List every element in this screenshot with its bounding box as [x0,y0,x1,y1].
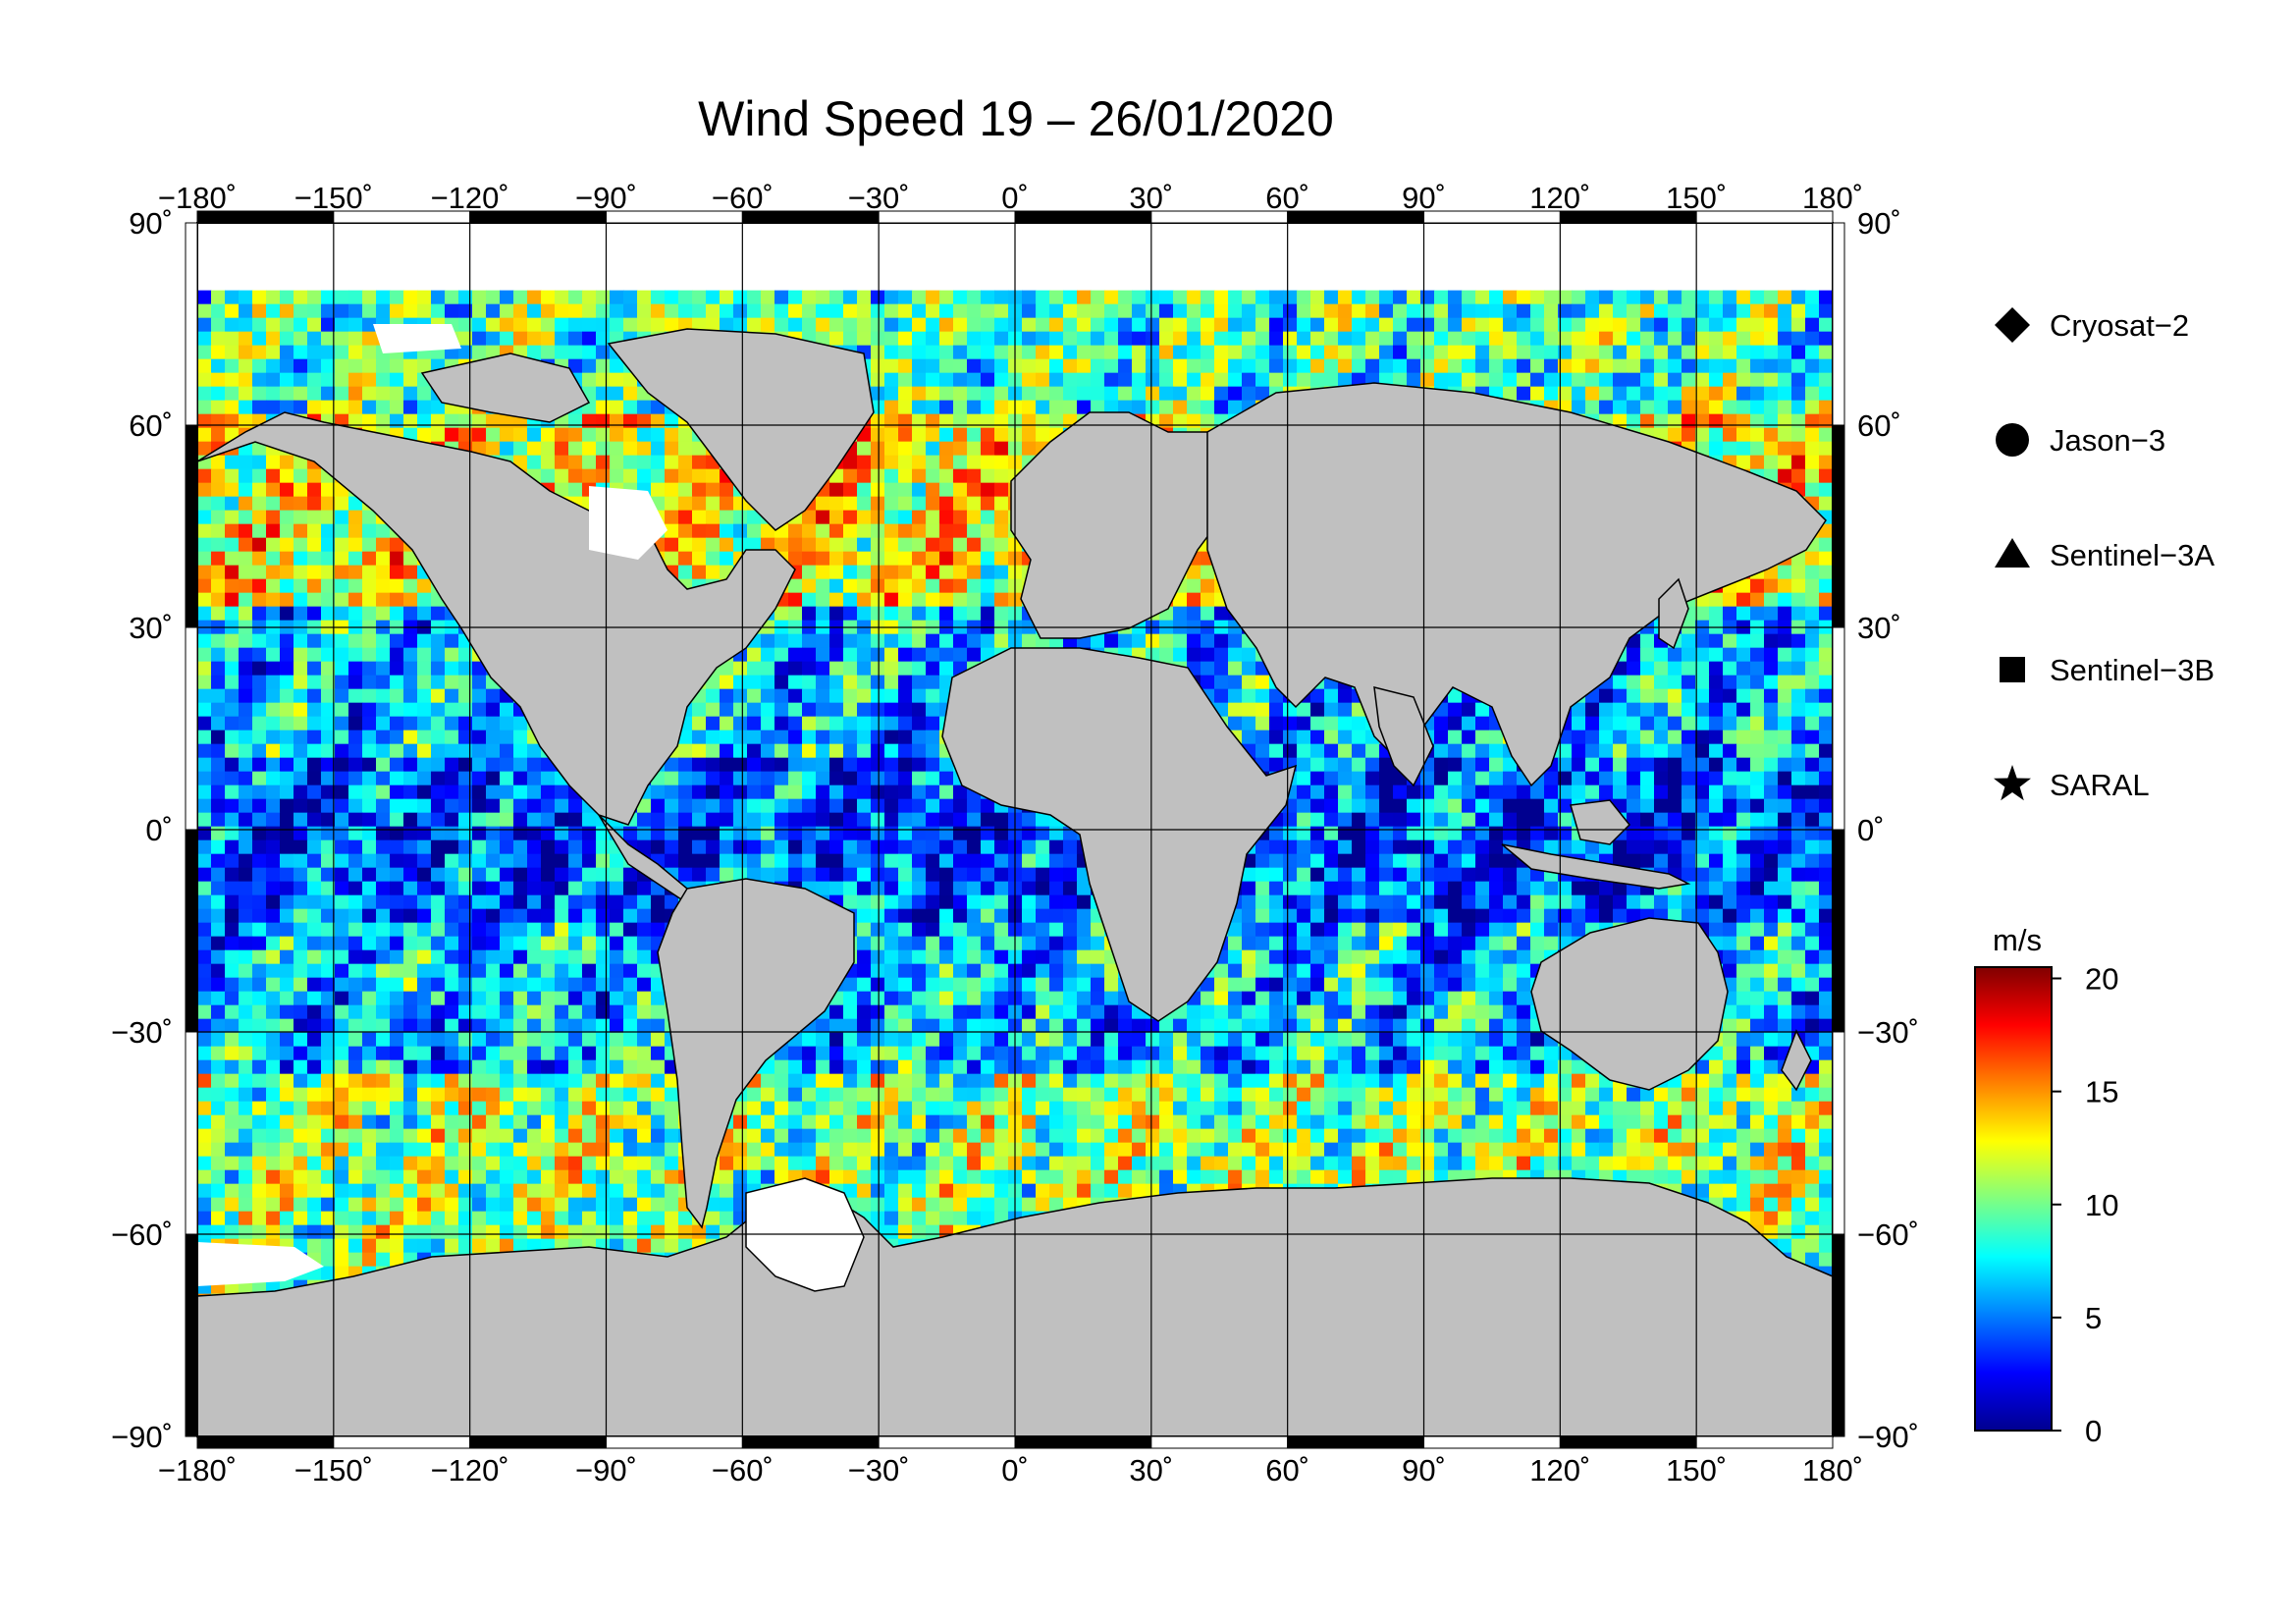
legend-item-label: Cryosat−2 [2050,308,2189,343]
colorbar-tick-label: 5 [2085,1301,2102,1335]
legend-item: Jason−3 [1996,423,2165,458]
lon-tick-label-top: 30˚ [1129,181,1173,215]
page-title: Wind Speed 19 – 26/01/2020 [698,91,1334,146]
colorbar-gradient [1974,966,2053,1432]
new-zealand-islands [1781,1029,1812,1092]
japan-islands [1658,577,1689,650]
lon-tick-label-top: 0˚ [1001,181,1029,215]
diamond-icon [1995,307,2030,343]
ice-north-greenland [373,324,461,353]
colorbar-tick-label: 15 [2085,1075,2118,1109]
lat-tick-label-right: 0˚ [1857,813,1885,847]
lon-tick-label-bottom: 30˚ [1129,1453,1173,1488]
lat-tick-label-left: −60˚ [111,1217,173,1252]
satellite-legend: Cryosat−2 Jason−3 Sentinel−3A Sentinel−3B SA… [1994,307,2215,802]
greenland-landmass [607,328,875,531]
lat-tick-label-left: −30˚ [111,1015,173,1050]
lon-tick-label-bottom: 60˚ [1265,1453,1309,1488]
lon-tick-label-top: 120˚ [1529,181,1590,215]
legend-item-label: Sentinel−3A [2050,538,2215,572]
lat-tick-label-left: 30˚ [129,611,173,645]
lat-tick-label-right: −90˚ [1857,1420,1919,1454]
colorbar-ticks: 0 5 10 15 20 [2052,962,2118,1448]
lat-tick-labels-right: 90˚ 60˚ 30˚ 0˚ −30˚ −60˚ −90˚ [1857,206,1919,1454]
colorbar-tick-label: 10 [2085,1188,2118,1222]
triangle-icon [1995,538,2030,568]
colorbar-unit-label: m/s [1993,923,2042,957]
lon-tick-label-bottom: 120˚ [1529,1453,1590,1488]
colorbar-tick-label: 20 [2085,962,2118,997]
legend-item-label: Jason−3 [2050,423,2165,458]
lon-tick-label-bottom: −150˚ [294,1453,373,1488]
lon-tick-label-bottom: 150˚ [1666,1453,1727,1488]
lat-tick-label-left: 60˚ [129,408,173,443]
map-frame-bars [185,210,1845,1449]
lon-tick-label-bottom: −30˚ [848,1453,910,1488]
lon-tick-label-bottom: −120˚ [431,1453,509,1488]
north-america-landmass [197,411,796,826]
lon-tick-label-top: −90˚ [575,181,637,215]
lon-tick-labels-bottom: −180˚ −150˚ −120˚ −90˚ −60˚ −30˚ 0˚ 30˚ 60˚ 90˚ 12… [158,1453,1863,1488]
australia-landmass [1530,917,1729,1091]
lon-tick-label-top: 150˚ [1666,181,1727,215]
lon-tick-label-bottom: −60˚ [712,1453,774,1488]
lat-tick-label-right: 60˚ [1857,408,1901,443]
arctic-islands [420,352,591,423]
legend-item: Sentinel−3A [1995,538,2215,572]
circle-icon [1996,423,2029,457]
legend-item: SARAL [1994,765,2150,802]
lon-tick-label-top: −180˚ [158,181,237,215]
lat-tick-labels-left: 90˚ 60˚ 30˚ 0˚ −30˚ −60˚ −90˚ [111,206,173,1454]
lat-tick-label-right: 90˚ [1857,206,1901,241]
lat-tick-label-left: 0˚ [145,813,173,847]
lon-tick-label-top: −150˚ [294,181,373,215]
legend-item: Sentinel−3B [2000,653,2215,687]
graticule [197,223,1833,1436]
lon-tick-label-bottom: −180˚ [158,1453,237,1488]
colorbar-tick-label: 0 [2085,1414,2102,1448]
lat-tick-label-right: −30˚ [1857,1015,1919,1050]
lat-tick-label-right: 30˚ [1857,611,1901,645]
lon-tick-label-top: 90˚ [1402,181,1446,215]
legend-item-label: Sentinel−3B [2050,653,2215,687]
india-landmass [1373,686,1434,787]
lon-tick-label-top: −120˚ [431,181,509,215]
colorbar: m/s 0 5 10 15 20 [1974,923,2118,1448]
lon-tick-label-bottom: 180˚ [1802,1453,1863,1488]
lat-tick-label-left: −90˚ [111,1420,173,1454]
lat-tick-label-left: 90˚ [129,206,173,241]
lon-tick-label-bottom: 90˚ [1402,1453,1446,1488]
indonesia-islands [1501,843,1691,890]
ice-shelf-ross [197,1242,324,1286]
square-icon [2000,657,2025,682]
star-icon [1994,765,2031,801]
lon-tick-label-top: 60˚ [1265,181,1309,215]
lon-tick-label-top: −30˚ [848,181,910,215]
europe-landmass [1010,411,1238,639]
legend-item-label: SARAL [2050,768,2150,802]
lon-tick-labels-top: −180˚ −150˚ −120˚ −90˚ −60˚ −30˚ 0˚ 30˚ 60˚ 90˚ 12… [158,181,1863,215]
south-america-landmass [657,878,855,1229]
lat-tick-label-right: −60˚ [1857,1217,1919,1252]
africa-landmass [941,647,1298,1022]
borneo-island [1570,799,1631,845]
lon-tick-label-bottom: 0˚ [1001,1453,1029,1488]
asia-landmass [1206,382,1827,787]
lon-tick-label-top: −60˚ [712,181,774,215]
legend-item: Cryosat−2 [1995,307,2189,343]
ice-arctic-canada [589,486,667,560]
lon-tick-label-bottom: −90˚ [575,1453,637,1488]
lon-tick-label-top: 180˚ [1802,181,1863,215]
